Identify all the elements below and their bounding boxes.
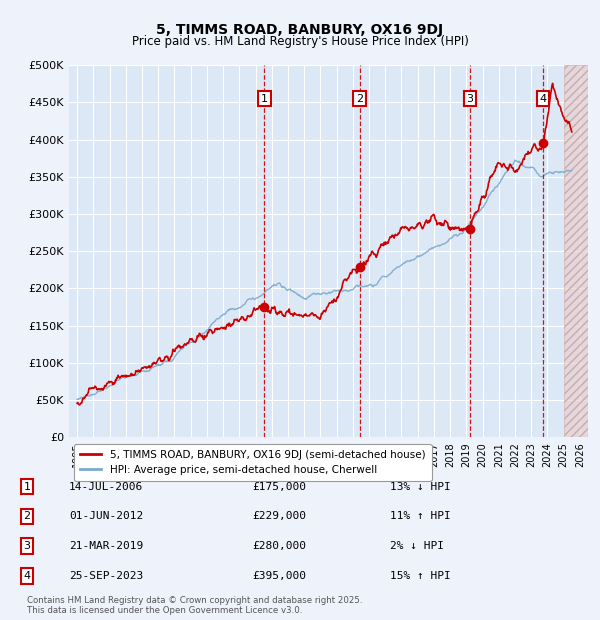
Text: 5, TIMMS ROAD, BANBURY, OX16 9DJ: 5, TIMMS ROAD, BANBURY, OX16 9DJ [157,23,443,37]
Text: 25-SEP-2023: 25-SEP-2023 [69,571,143,581]
Text: 3: 3 [23,541,31,551]
Text: 15% ↑ HPI: 15% ↑ HPI [390,571,451,581]
Text: 4: 4 [23,571,31,581]
Text: 11% ↑ HPI: 11% ↑ HPI [390,512,451,521]
Text: 2: 2 [356,94,363,104]
Text: 1: 1 [23,482,31,492]
Text: 1: 1 [261,94,268,104]
Text: £395,000: £395,000 [252,571,306,581]
Text: £280,000: £280,000 [252,541,306,551]
Text: £229,000: £229,000 [252,512,306,521]
Text: 4: 4 [539,94,547,104]
Text: 01-JUN-2012: 01-JUN-2012 [69,512,143,521]
Text: 21-MAR-2019: 21-MAR-2019 [69,541,143,551]
Text: 13% ↓ HPI: 13% ↓ HPI [390,482,451,492]
Text: 3: 3 [466,94,473,104]
Legend: 5, TIMMS ROAD, BANBURY, OX16 9DJ (semi-detached house), HPI: Average price, semi: 5, TIMMS ROAD, BANBURY, OX16 9DJ (semi-d… [74,443,431,481]
Text: Price paid vs. HM Land Registry's House Price Index (HPI): Price paid vs. HM Land Registry's House … [131,35,469,48]
Text: Contains HM Land Registry data © Crown copyright and database right 2025.
This d: Contains HM Land Registry data © Crown c… [27,596,362,615]
Text: 2: 2 [23,512,31,521]
Text: 14-JUL-2006: 14-JUL-2006 [69,482,143,492]
Text: £175,000: £175,000 [252,482,306,492]
Text: 2% ↓ HPI: 2% ↓ HPI [390,541,444,551]
